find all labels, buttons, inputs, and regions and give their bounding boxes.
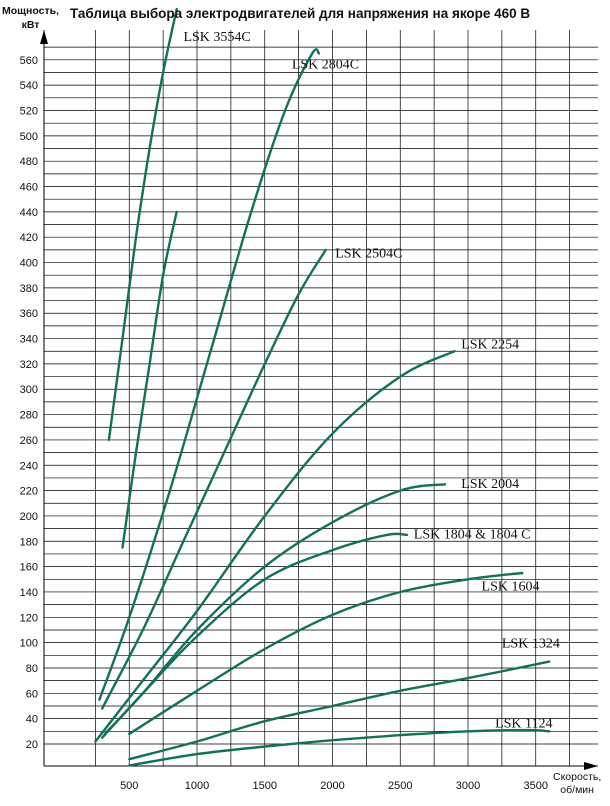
x-tick-label: 2000 xyxy=(320,780,344,792)
y-tick-label: 20 xyxy=(26,739,38,751)
y-tick-label: 360 xyxy=(20,308,38,320)
y-tick-label: 260 xyxy=(20,435,38,447)
x-tick-label: 2500 xyxy=(388,780,412,792)
x-axis-label-line2: об/мин xyxy=(560,784,594,796)
y-tick-label: 300 xyxy=(20,384,38,396)
y-tick-label: 560 xyxy=(20,55,38,67)
y-tick-label: 520 xyxy=(20,106,38,118)
series-label: LSK 2254 xyxy=(461,338,519,353)
x-tick-label: 1000 xyxy=(185,780,209,792)
y-tick-label: 60 xyxy=(26,688,38,700)
series-line xyxy=(101,532,409,739)
y-tick-label: 540 xyxy=(20,80,38,92)
y-tick-label: 400 xyxy=(20,258,38,270)
y-axis-arrow xyxy=(40,30,48,44)
series-label: LSK 2504C xyxy=(335,246,402,261)
y-tick-label: 240 xyxy=(20,460,38,472)
series-line xyxy=(98,48,321,701)
grid xyxy=(44,30,598,766)
series-label: LSK 1124 xyxy=(495,717,552,732)
y-axis-label: Мощность, кВт xyxy=(2,4,59,32)
y-tick-label: 420 xyxy=(20,232,38,244)
y-tick-label: 440 xyxy=(20,207,38,219)
chart-title: Таблица выбора электродвигателей для нап… xyxy=(70,6,531,21)
y-axis-label-line1: Мощность, xyxy=(2,5,59,17)
y-tick-label: 380 xyxy=(20,283,38,295)
series-line xyxy=(121,210,178,549)
series-label: LSK 1604 xyxy=(482,580,540,595)
x-axis-arrow xyxy=(584,762,598,770)
series-line xyxy=(107,7,178,442)
y-tick-label: 180 xyxy=(20,536,38,548)
x-tick-label: 1500 xyxy=(253,780,277,792)
axes xyxy=(40,30,598,770)
y-tick-label: 200 xyxy=(20,511,38,523)
series-label: LSK 1324 xyxy=(502,637,560,652)
y-tick-label: 480 xyxy=(20,156,38,168)
series-label: LSK 2804C xyxy=(292,58,359,73)
series-labels: LSK 3554C LSK 2804C LSK 2504C LSK 2254 LSK 2… xyxy=(183,30,559,732)
series-line xyxy=(128,571,524,736)
series-line xyxy=(103,483,447,736)
y-tick-label: 100 xyxy=(20,638,38,650)
y-axis-label-line2: кВт xyxy=(21,19,40,31)
series-line xyxy=(128,728,551,767)
x-tick-label: 500 xyxy=(120,780,138,792)
y-tick-label: 340 xyxy=(20,334,38,346)
series-label: LSK 3554C xyxy=(183,30,250,45)
series-line xyxy=(101,248,327,710)
y-tick-label: 80 xyxy=(26,663,38,675)
series-label: LSK 1804 & 1804 C xyxy=(414,528,531,543)
y-tick-label: 280 xyxy=(20,410,38,422)
y-tick-labels: 20 40 60 80 100 120 140 160 180 200 220 240 260 280 30… xyxy=(20,55,38,751)
y-tick-label: 500 xyxy=(20,131,38,143)
y-tick-label: 460 xyxy=(20,182,38,194)
y-tick-label: 40 xyxy=(26,714,38,726)
x-axis-label-line1: Скорость, xyxy=(553,771,602,783)
series-line xyxy=(128,660,551,761)
series-label: LSK 2004 xyxy=(461,477,519,492)
y-tick-label: 140 xyxy=(20,587,38,599)
x-tick-label: 3500 xyxy=(524,780,548,792)
series-lines xyxy=(94,7,551,767)
y-tick-label: 160 xyxy=(20,562,38,574)
x-axis-label: Скорость, об/мин xyxy=(553,771,601,797)
y-tick-label: 320 xyxy=(20,359,38,371)
series-line xyxy=(94,350,456,743)
x-tick-labels: 500 1000 1500 2000 2500 3000 3500 xyxy=(120,780,548,792)
y-tick-label: 220 xyxy=(20,486,38,498)
y-tick-label: 120 xyxy=(20,612,38,624)
x-tick-label: 3000 xyxy=(456,780,480,792)
